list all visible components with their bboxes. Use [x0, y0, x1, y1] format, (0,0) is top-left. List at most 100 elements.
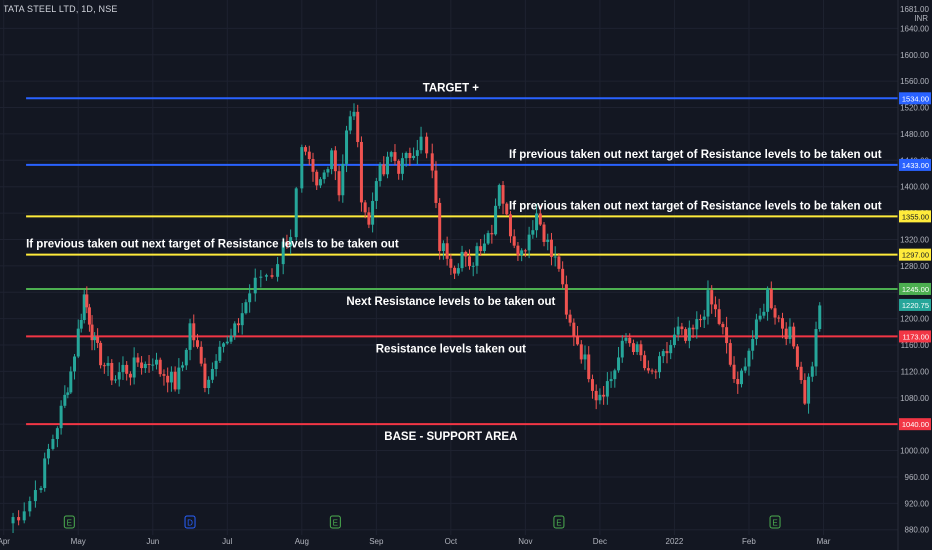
candle-up	[412, 155, 416, 159]
candle-down	[576, 336, 580, 345]
price-tick-label: 1120.00	[901, 367, 930, 376]
time-tick-label: May	[71, 537, 86, 546]
candle-up	[348, 116, 352, 131]
candle-up	[669, 345, 673, 354]
candle-up	[233, 323, 237, 336]
candle-up	[39, 488, 43, 491]
level-caption: Next Resistance levels to be taken out	[346, 296, 555, 308]
candle-up	[114, 379, 118, 381]
candle-down	[523, 250, 527, 252]
candle-down	[453, 267, 457, 274]
candle-up	[751, 339, 755, 351]
candle-down	[467, 256, 471, 267]
time-tick-label: Sep	[369, 537, 384, 546]
time-axis[interactable]: Apr May Jun Jul Aug Sep Oct Nov Dec 2022 Feb Mar	[0, 537, 831, 546]
candle-down	[516, 245, 520, 256]
candle-up	[818, 305, 822, 330]
level-price-label: 1433.00	[902, 161, 929, 170]
price-tick-label: 1400.00	[900, 183, 929, 192]
event-badge	[329, 515, 341, 529]
candle-up	[758, 315, 762, 320]
level-caption: If previous taken out next target of Res…	[26, 239, 399, 251]
candle-up	[400, 158, 404, 174]
candle-down	[147, 363, 151, 365]
candle-up	[294, 188, 298, 238]
time-tick-label: Apr	[0, 537, 10, 546]
candle-down	[579, 344, 583, 360]
candle-up	[63, 394, 67, 406]
event-badge	[553, 515, 565, 529]
candle-down	[315, 171, 319, 186]
candle-up	[222, 343, 226, 347]
candle-down	[717, 309, 721, 324]
candle-up	[51, 439, 55, 449]
time-tick-label: Aug	[295, 537, 309, 546]
candle-down	[304, 147, 308, 152]
candle-down	[549, 239, 553, 257]
top-price-label: 1681.00	[900, 5, 929, 14]
candle-up	[441, 243, 445, 252]
candle-down	[572, 322, 576, 337]
candle-up	[609, 379, 613, 382]
price-tick-label: 1200.00	[900, 315, 929, 324]
event-marker: E	[329, 515, 341, 529]
candle-up	[330, 150, 334, 170]
candle-down	[125, 364, 129, 374]
candle-up	[151, 364, 155, 366]
candle-up	[177, 367, 181, 390]
candle-up	[300, 147, 304, 189]
candle-up	[553, 256, 557, 258]
candle-up	[352, 111, 356, 117]
candle-down	[561, 268, 565, 285]
candle-down	[464, 251, 468, 257]
candle-down	[501, 185, 505, 204]
candle-down	[17, 517, 21, 521]
candle-up	[181, 365, 185, 368]
candle-down	[773, 308, 777, 318]
candle-up	[620, 340, 624, 358]
level-captions: TARGET + If previous taken out next targe…	[26, 82, 882, 443]
candle-up	[240, 313, 244, 326]
price-tick-label: 1520.00	[900, 104, 929, 113]
candle-down	[192, 323, 196, 341]
candle-up	[132, 357, 136, 378]
candle-down	[508, 214, 512, 237]
candle-up	[754, 319, 758, 340]
level-price-label: 1534.00	[902, 94, 929, 103]
level-caption: Resistance levels taken out	[376, 343, 526, 355]
event-marker: E	[769, 515, 781, 529]
candle-up	[419, 136, 423, 151]
candle-down	[102, 365, 106, 367]
price-axis[interactable]: 880.00 920.00 960.00 1000.00 1040.00 1080.00 1…	[897, 0, 931, 550]
candle-up	[676, 326, 680, 335]
candle-up	[482, 243, 486, 252]
candle-up	[624, 337, 628, 341]
candle-up	[55, 428, 59, 440]
candle-down	[780, 318, 784, 329]
candle-up	[695, 319, 699, 330]
candle-down	[195, 340, 199, 347]
event-marker: E	[63, 515, 75, 529]
level-price-tag	[899, 282, 931, 295]
candle-down	[479, 246, 483, 252]
candle-down	[490, 233, 494, 235]
last-price-label: 1220.75	[902, 301, 929, 310]
candle-up	[762, 311, 766, 316]
candle-up	[702, 316, 706, 320]
candle-up	[214, 360, 218, 370]
candle-up	[33, 490, 37, 502]
level-price-tag	[899, 92, 931, 105]
candle-down	[646, 368, 650, 371]
event-marker: E	[553, 515, 565, 529]
event-glyph: E	[772, 519, 777, 528]
event-glyph: D	[187, 519, 193, 528]
level-caption: If previous taken out next target of Res…	[509, 149, 882, 161]
candle-down	[784, 328, 788, 340]
candle-down	[799, 366, 803, 381]
candle-up	[389, 152, 393, 157]
candle-down	[140, 362, 144, 369]
candle-down	[631, 343, 635, 353]
candle-down	[557, 256, 561, 269]
candle-up	[471, 265, 475, 267]
